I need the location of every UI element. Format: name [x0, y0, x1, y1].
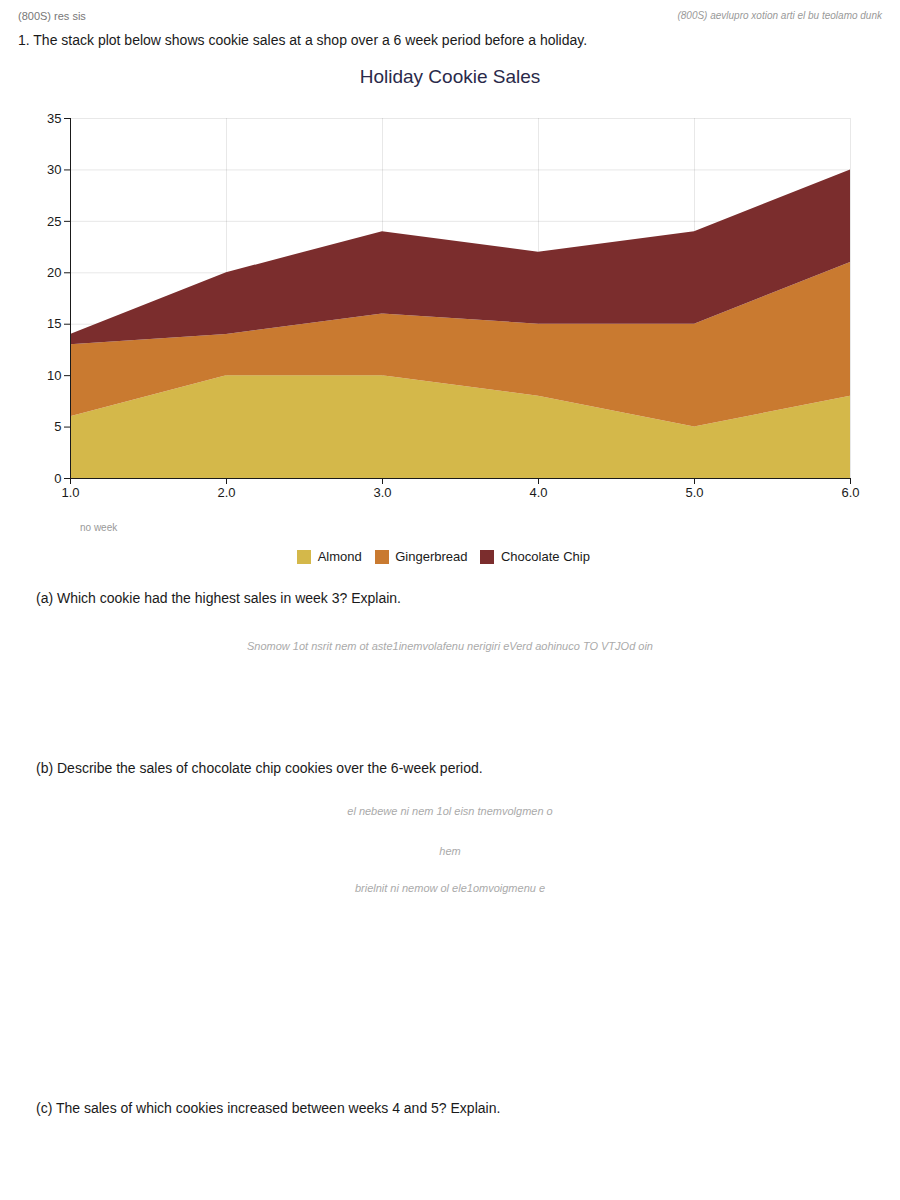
html-text:Chocolate Chip: Chocolate Chip [501, 549, 590, 564]
html-text:(800S) res sis: (800S) res sis [18, 10, 86, 22]
html-text:(b) Describe the sales of choc: (b) Describe the sales of chocolate chip… [36, 760, 483, 776]
html-text:Holiday Cookie Sales: Holiday Cookie Sales [359, 66, 541, 87]
svg-text:5: 5 [54, 419, 61, 434]
svg-text:30: 30 [47, 162, 61, 177]
svg-text:0: 0 [54, 471, 61, 486]
svg-text:1.0: 1.0 [61, 485, 79, 500]
html-text:hem: hem [439, 845, 461, 857]
svg-text:25: 25 [47, 214, 61, 229]
html-text:el nebewe ni nem 1ol eisn tnem: el nebewe ni nem 1ol eisn tnemvolgmen o [347, 805, 553, 817]
html-text:no week: no week [80, 522, 118, 533]
html-text:Snomow 1ot nsrit nem ot aste1i: Snomow 1ot nsrit nem ot aste1inemvolafen… [247, 640, 653, 652]
svg-text:35: 35 [47, 111, 61, 126]
html-text:(c) The sales of which cookies: (c) The sales of which cookies increased… [36, 1100, 501, 1116]
html-text:Gingerbread: Gingerbread [395, 549, 468, 564]
svg-text:3.0: 3.0 [373, 485, 391, 500]
svg-text:5.0: 5.0 [685, 485, 703, 500]
svg-text:20: 20 [47, 265, 61, 280]
html-text:Almond: Almond [317, 549, 362, 564]
svg-text:15: 15 [47, 316, 61, 331]
svg-text:10: 10 [47, 368, 61, 383]
svg-text:2.0: 2.0 [217, 485, 235, 500]
svg-text:6.0: 6.0 [841, 485, 859, 500]
html-text:brielnit ni nemow ol ele1omvoi: brielnit ni nemow ol ele1omvoigmenu e [354, 882, 546, 894]
html-text:1. The stack plot below shows: 1. The stack plot below shows cookie sal… [18, 32, 588, 48]
svg-text:4.0: 4.0 [529, 485, 547, 500]
html-text:(a) Which cookie had the highe: (a) Which cookie had the highest sales i… [36, 590, 401, 606]
html-text:(800S) aevlupro xotion arti el: (800S) aevlupro xotion arti el bu teolam… [677, 10, 882, 21]
